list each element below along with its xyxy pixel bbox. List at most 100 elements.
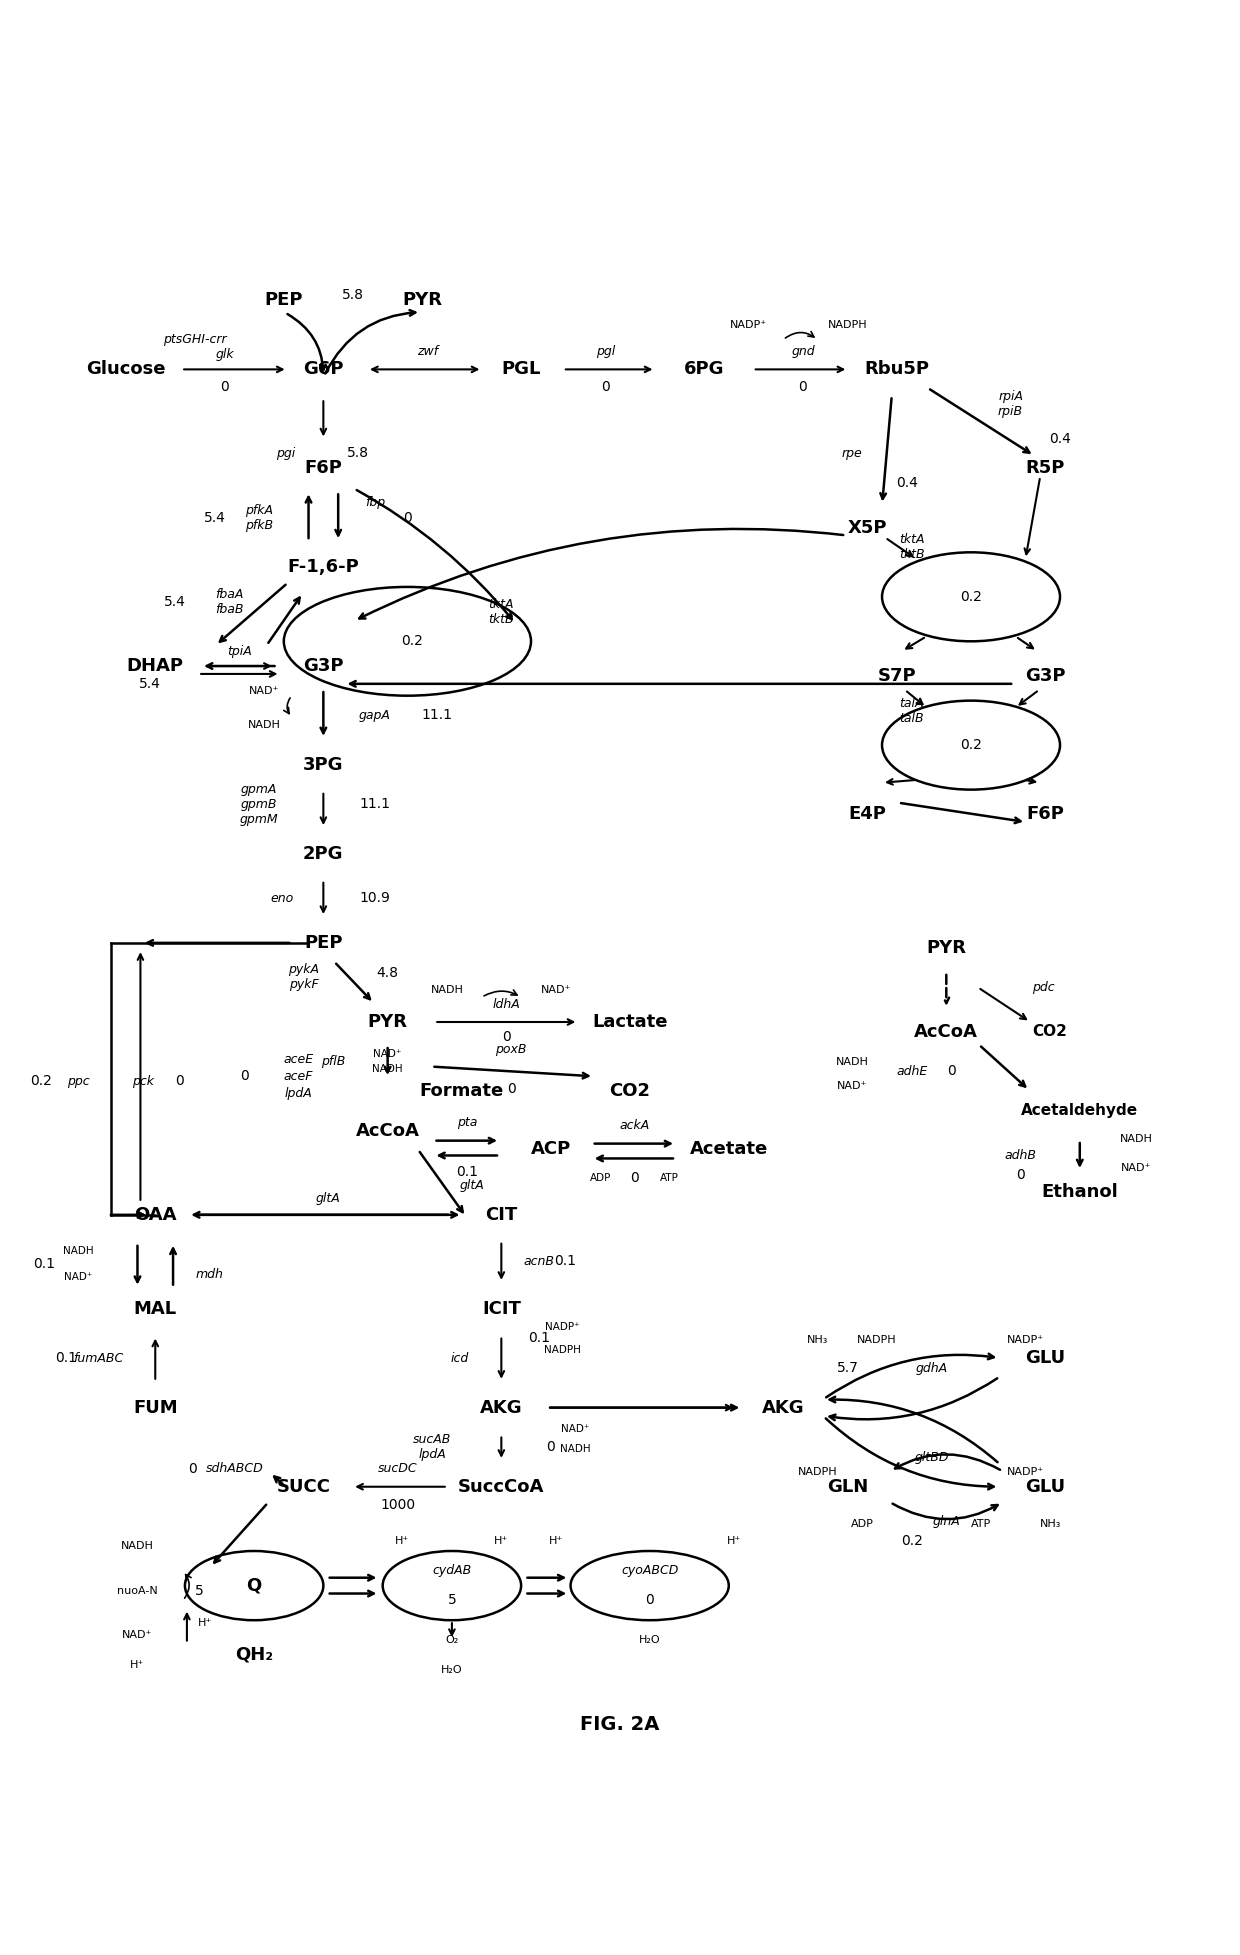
Text: gapA: gapA <box>358 710 391 721</box>
Text: E4P: E4P <box>848 805 887 823</box>
Text: rpe: rpe <box>842 448 863 459</box>
Text: Acetate: Acetate <box>689 1140 768 1157</box>
Text: PYR: PYR <box>402 291 443 309</box>
Text: 0.1: 0.1 <box>528 1331 549 1345</box>
Text: ACP: ACP <box>531 1140 570 1157</box>
Text: adhB: adhB <box>1004 1150 1037 1161</box>
Text: lpdA: lpdA <box>285 1087 312 1101</box>
Text: Q: Q <box>247 1576 262 1595</box>
Text: adhE: adhE <box>897 1065 928 1077</box>
Text: GLN: GLN <box>827 1478 868 1496</box>
Text: NADH: NADH <box>836 1056 869 1067</box>
Text: NAD⁺: NAD⁺ <box>562 1425 590 1435</box>
Text: 0: 0 <box>221 379 229 395</box>
Text: 0: 0 <box>947 1064 956 1079</box>
Text: ppc: ppc <box>67 1075 89 1087</box>
Text: ATP: ATP <box>660 1173 678 1183</box>
Text: F-1,6-P: F-1,6-P <box>288 557 360 577</box>
Text: Rbu5P: Rbu5P <box>864 360 929 379</box>
Text: ldhA: ldhA <box>492 997 520 1011</box>
Text: Ethanol: Ethanol <box>1042 1183 1118 1200</box>
Text: NADH: NADH <box>122 1541 154 1550</box>
Text: NAD⁺: NAD⁺ <box>123 1630 153 1640</box>
Text: CO2: CO2 <box>609 1083 651 1101</box>
Text: eno: eno <box>270 891 294 905</box>
Text: gltA: gltA <box>459 1179 484 1193</box>
Text: FUM: FUM <box>133 1398 177 1417</box>
Text: 0.1: 0.1 <box>456 1165 477 1179</box>
Text: 11.1: 11.1 <box>422 708 453 723</box>
Text: 4.8: 4.8 <box>377 966 398 979</box>
Text: 0: 0 <box>502 1030 511 1044</box>
Text: NADP⁺: NADP⁺ <box>1007 1335 1044 1345</box>
Text: Glucose: Glucose <box>86 360 165 379</box>
Text: GLU: GLU <box>1025 1478 1065 1496</box>
Text: 0.2: 0.2 <box>402 633 423 649</box>
Text: pgi: pgi <box>277 448 295 459</box>
Text: zwf: zwf <box>417 346 438 358</box>
Text: 0.1: 0.1 <box>56 1351 77 1365</box>
Text: aceE: aceE <box>284 1054 314 1065</box>
Text: 1000: 1000 <box>379 1498 415 1511</box>
Text: SUCC: SUCC <box>277 1478 331 1496</box>
Text: NH₃: NH₃ <box>807 1335 828 1345</box>
Text: H₂O: H₂O <box>639 1634 661 1644</box>
Text: PYR: PYR <box>367 1013 408 1030</box>
Text: H⁺: H⁺ <box>197 1619 212 1629</box>
Text: NADH: NADH <box>248 719 280 731</box>
Text: G3P: G3P <box>1025 667 1065 684</box>
Text: 0.1: 0.1 <box>554 1255 577 1269</box>
Text: AKG: AKG <box>480 1398 522 1417</box>
Text: 5.8: 5.8 <box>342 287 365 303</box>
Text: aceF: aceF <box>284 1069 314 1083</box>
Text: ADP: ADP <box>589 1173 611 1183</box>
Text: NAD⁺: NAD⁺ <box>541 985 570 995</box>
Text: poxB: poxB <box>496 1044 527 1056</box>
Text: NADPH: NADPH <box>544 1345 582 1355</box>
Text: 11.1: 11.1 <box>360 798 391 811</box>
Text: NADPH: NADPH <box>799 1466 837 1476</box>
Text: sucDC: sucDC <box>378 1462 418 1476</box>
Text: H₂O: H₂O <box>441 1664 463 1675</box>
Text: NAD⁺: NAD⁺ <box>64 1273 92 1282</box>
Text: pgl: pgl <box>595 346 615 358</box>
Text: OAA: OAA <box>134 1206 176 1224</box>
Text: NAD⁺: NAD⁺ <box>1121 1163 1152 1173</box>
Text: X5P: X5P <box>847 518 887 536</box>
Text: G3P: G3P <box>303 657 343 674</box>
Text: nuoA-N: nuoA-N <box>117 1586 157 1595</box>
Text: NADPH: NADPH <box>827 321 867 330</box>
Text: 0.4: 0.4 <box>895 477 918 491</box>
Text: 0.4: 0.4 <box>1049 432 1071 446</box>
Text: 5.4: 5.4 <box>164 594 186 608</box>
Text: 5.4: 5.4 <box>139 676 161 690</box>
Text: G6P: G6P <box>303 360 343 379</box>
Text: NADP⁺: NADP⁺ <box>546 1322 580 1331</box>
Text: fbp: fbp <box>365 497 384 510</box>
Text: pdc: pdc <box>1032 981 1054 993</box>
Text: glnA: glnA <box>932 1515 960 1529</box>
Text: gltA: gltA <box>316 1191 341 1204</box>
Text: NADH: NADH <box>372 1064 403 1075</box>
Text: 10.9: 10.9 <box>360 891 391 905</box>
Text: 0: 0 <box>176 1075 185 1089</box>
Text: NADH: NADH <box>430 985 464 995</box>
Text: 0: 0 <box>799 379 807 395</box>
Text: PGL: PGL <box>501 360 541 379</box>
Text: F6P: F6P <box>305 459 342 477</box>
Text: cyoABCD: cyoABCD <box>621 1564 678 1578</box>
Text: NADP⁺: NADP⁺ <box>730 321 768 330</box>
Text: 0: 0 <box>239 1069 249 1083</box>
Text: H⁺: H⁺ <box>548 1537 563 1546</box>
Text: 0: 0 <box>601 379 610 395</box>
Text: fbaA
fbaB: fbaA fbaB <box>216 588 244 616</box>
Text: MAL: MAL <box>134 1300 177 1318</box>
Text: rpiA
rpiB: rpiA rpiB <box>998 389 1023 418</box>
Text: QH₂: QH₂ <box>236 1646 273 1664</box>
Text: tktA
tktB: tktA tktB <box>899 534 925 561</box>
Text: 0: 0 <box>645 1593 653 1607</box>
Text: 2PG: 2PG <box>303 845 343 862</box>
Text: NADH: NADH <box>1120 1134 1153 1144</box>
Text: sdhABCD: sdhABCD <box>206 1462 263 1476</box>
Text: AKG: AKG <box>761 1398 805 1417</box>
